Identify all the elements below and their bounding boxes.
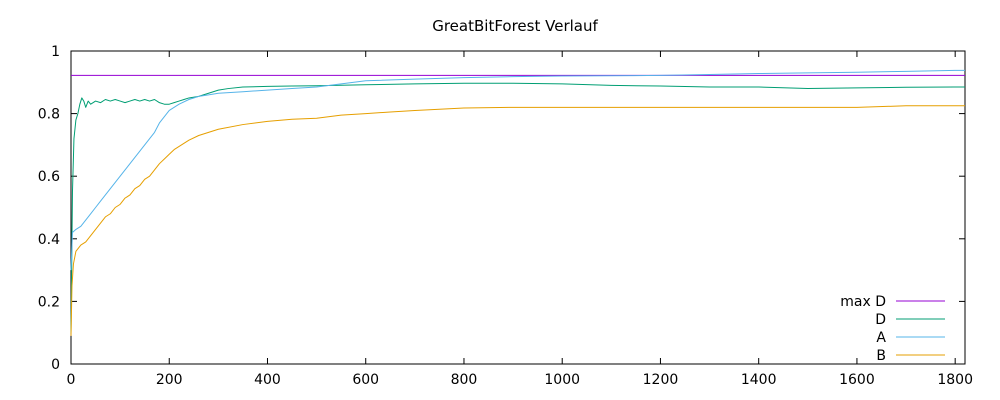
y-tick-label: 0 bbox=[51, 357, 60, 373]
x-tick-label: 0 bbox=[67, 372, 76, 388]
series-line-d bbox=[70, 82, 965, 333]
legend-label-a: A bbox=[876, 330, 886, 346]
y-tick-label: 0.2 bbox=[38, 294, 60, 310]
x-tick-label: 600 bbox=[352, 372, 379, 388]
x-tick-label: 1200 bbox=[643, 372, 679, 388]
x-tick-label: 400 bbox=[254, 372, 281, 388]
series-line-b bbox=[70, 105, 965, 336]
legend-label-d: D bbox=[875, 312, 886, 328]
legend-label-max-d: max D bbox=[840, 294, 886, 310]
axes: 0 200 400 600 800 1000 1200 1400 1600 1800 0 0.2 0.4… bbox=[38, 44, 973, 388]
x-tick-label: 1000 bbox=[544, 372, 580, 388]
chart-title: GreatBitForest Verlauf bbox=[432, 17, 598, 35]
y-tick-label: 0.6 bbox=[38, 169, 60, 185]
legend-label-b: B bbox=[876, 348, 886, 364]
x-tick-label: 800 bbox=[451, 372, 478, 388]
x-tick-label: 1400 bbox=[741, 372, 777, 388]
y-tick-label: 0.4 bbox=[38, 232, 60, 248]
y-tick-label: 0.8 bbox=[38, 107, 60, 123]
x-tick-label: 1800 bbox=[937, 372, 973, 388]
x-tick-label: 1600 bbox=[839, 372, 875, 388]
plot-frame bbox=[70, 50, 966, 365]
series-lines bbox=[70, 69, 965, 336]
x-tick-label: 200 bbox=[156, 372, 183, 388]
legend: max D DAB bbox=[840, 294, 945, 364]
series-line-a bbox=[70, 69, 965, 271]
y-tick-label: 1 bbox=[51, 44, 60, 60]
